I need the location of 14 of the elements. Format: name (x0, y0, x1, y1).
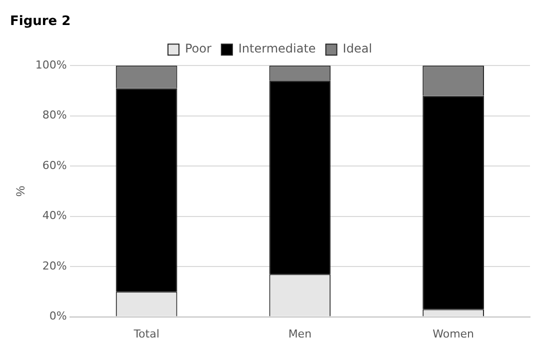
y-tick-label: 60% (42, 158, 67, 172)
x-tick-label: Women (432, 327, 474, 340)
legend-label: Ideal (342, 42, 372, 56)
y-axis-title: % (14, 186, 28, 197)
y-tick-label: 80% (42, 108, 67, 122)
y-tick-label: 40% (42, 209, 67, 222)
x-tick-label: Total (132, 327, 160, 340)
x-tick-label: Men (288, 327, 312, 340)
y-tick-label: 0% (49, 310, 67, 323)
y-tick-label: 100% (35, 58, 67, 72)
legend-label: Poor (184, 42, 212, 56)
y-tick-label: 20% (42, 259, 67, 272)
legend-label: Intermediate (238, 42, 316, 56)
chart-title: Figure 2 (10, 14, 71, 30)
